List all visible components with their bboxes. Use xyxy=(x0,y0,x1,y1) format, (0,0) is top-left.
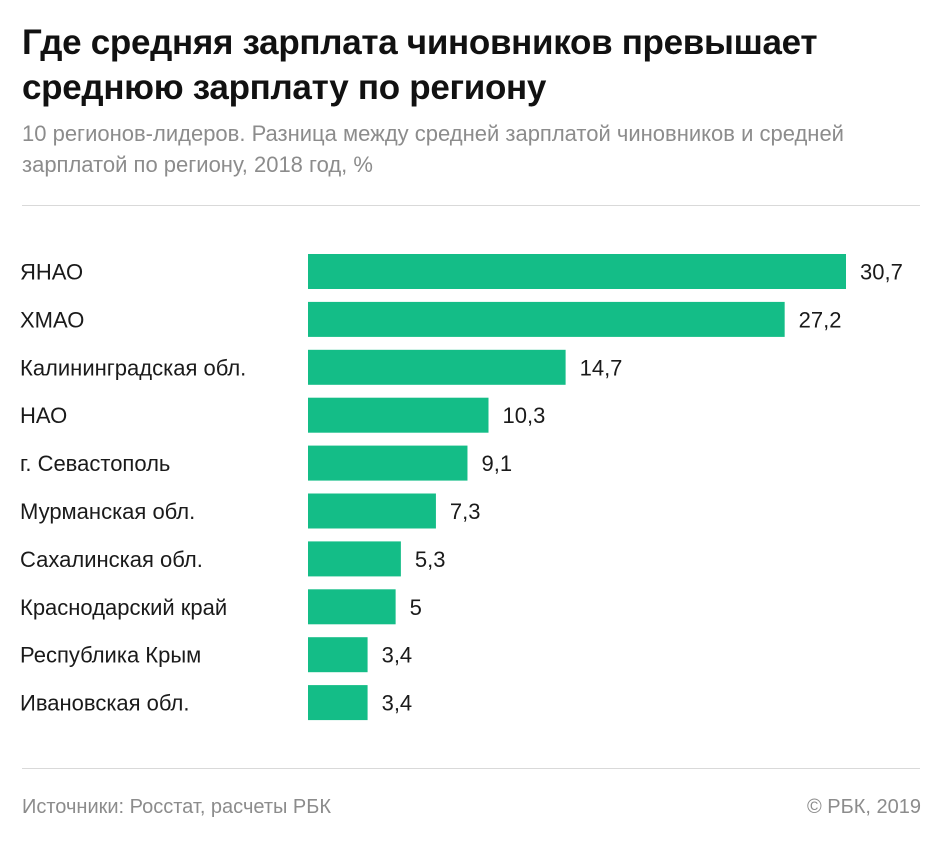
category-label: Мурманская обл. xyxy=(20,499,195,524)
value-label: 3,4 xyxy=(382,643,413,668)
category-label: Краснодарский край xyxy=(20,595,227,620)
value-label: 7,3 xyxy=(450,499,481,524)
category-label: Сахалинская обл. xyxy=(20,547,203,572)
bottom-divider xyxy=(22,768,920,769)
bar xyxy=(308,685,368,721)
chart-subtitle: 10 регионов-лидеров. Разница между средн… xyxy=(22,121,844,177)
bar xyxy=(308,541,401,577)
bar xyxy=(308,493,436,529)
category-label: г. Севастополь xyxy=(20,451,170,476)
value-label: 14,7 xyxy=(580,355,623,380)
bar xyxy=(308,301,785,337)
bar xyxy=(308,397,489,433)
value-label: 5,3 xyxy=(415,547,446,572)
value-label: 5 xyxy=(410,595,422,620)
bar xyxy=(308,637,368,673)
bar xyxy=(308,589,396,625)
category-label: ЯНАО xyxy=(20,260,83,285)
category-label: ХМАО xyxy=(20,307,84,332)
bar xyxy=(308,254,846,289)
value-label: 30,7 xyxy=(860,260,903,285)
copyright-note: © РБК, 2019 xyxy=(806,796,921,818)
chart-title: Где средняя зарплата чиновников превышае… xyxy=(22,23,818,107)
category-label: НАО xyxy=(20,403,67,428)
bar xyxy=(308,349,566,385)
category-label: Республика Крым xyxy=(20,643,201,668)
value-label: 27,2 xyxy=(799,307,842,332)
category-label: Калининградская обл. xyxy=(20,355,246,380)
value-label: 10,3 xyxy=(503,403,546,428)
top-divider xyxy=(22,205,920,206)
value-label: 9,1 xyxy=(481,451,512,476)
category-label: Ивановская обл. xyxy=(20,691,189,716)
bar-chart: ЯНАО 30,7 ХМАО 27,2 Калининградская обл. 14,7… xyxy=(20,254,903,721)
bar xyxy=(308,445,468,481)
source-note: Источники: Росстат, расчеты РБК xyxy=(22,796,332,818)
value-label: 3,4 xyxy=(382,691,413,716)
